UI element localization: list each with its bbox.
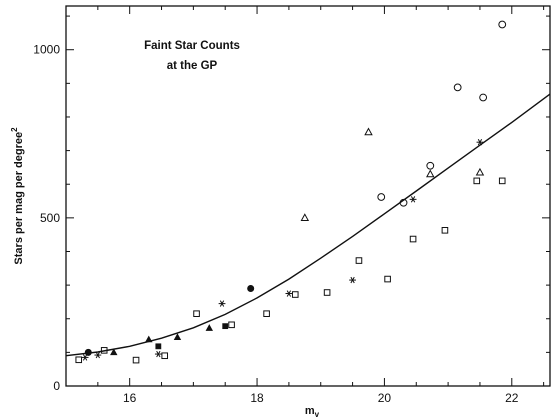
asterisk-marker (218, 300, 226, 307)
asterisk-marker (81, 354, 89, 361)
filled-triangle-marker (173, 333, 182, 340)
open-square-marker (263, 310, 270, 317)
asterisk-marker (285, 290, 293, 297)
y-tick-label: 500 (40, 211, 60, 225)
open-square-marker (291, 291, 299, 298)
open-square-marker (228, 321, 235, 329)
open-square-marker (193, 310, 200, 317)
asterisk-marker (94, 351, 102, 359)
filled-triangle-marker (110, 348, 118, 356)
asterisk-stroke (95, 351, 100, 359)
filled-square-marker (155, 343, 162, 350)
open-square-marker (409, 235, 417, 243)
asterisk-stroke (410, 196, 416, 203)
open-square-marker (384, 275, 391, 283)
plot-frame (65, 5, 551, 387)
open-square-marker (473, 177, 481, 185)
x-tick-label: 18 (250, 391, 264, 405)
y-tick-label: 1000 (33, 43, 60, 57)
asterisk-stroke (156, 350, 161, 358)
open-square-marker (75, 356, 83, 364)
asterisk-marker (154, 350, 162, 358)
open-circle-marker (377, 193, 386, 201)
y-tick-label: 0 (53, 379, 60, 393)
axis-ticks: 16 18 20 22 0 500 1000 (33, 6, 550, 405)
open-circle-marker (453, 83, 462, 92)
y-axis-label-main: Stars per mag per degree (13, 132, 25, 265)
open-triangle-marker (475, 167, 485, 176)
chart-title-line-2: at the GP (167, 60, 218, 72)
open-triangle-marker (364, 127, 373, 136)
x-axis-label-subscript: v (315, 410, 320, 419)
open-circle-marker (479, 93, 488, 102)
asterisk-marker (349, 276, 356, 284)
y-axis-label: Stars per mag per degree2 (10, 127, 25, 265)
chart-title-line-1: Faint Star Counts (144, 40, 240, 52)
asterisk-stroke (286, 290, 292, 297)
open-square-marker (132, 356, 140, 364)
asterisk-stroke (219, 300, 225, 307)
open-triangle-marker (426, 169, 435, 178)
asterisk-stroke (350, 276, 355, 284)
fit-curve (65, 93, 551, 357)
y-axis-label-superscript: 2 (10, 127, 19, 132)
x-axis-label-main: m (305, 405, 315, 417)
open-circle-marker (426, 161, 435, 170)
open-square-marker (355, 257, 363, 264)
open-square-marker (323, 289, 331, 296)
filled-circle-marker (247, 284, 255, 292)
open-circle-marker (498, 20, 507, 29)
data-markers (75, 20, 507, 364)
filled-triangle-marker (205, 324, 213, 331)
x-tick-label: 22 (505, 391, 519, 405)
asterisk-marker (409, 196, 417, 203)
x-tick-label: 20 (378, 391, 392, 405)
x-tick-label: 16 (123, 391, 137, 405)
open-square-marker (161, 352, 169, 360)
open-triangle-marker (300, 213, 310, 221)
asterisk-stroke (82, 354, 88, 361)
asterisk-stroke (477, 139, 483, 146)
open-square-marker (441, 227, 449, 234)
x-axis-label: mv (305, 405, 320, 419)
open-square-marker (498, 177, 506, 185)
filled-square-marker (222, 323, 229, 330)
